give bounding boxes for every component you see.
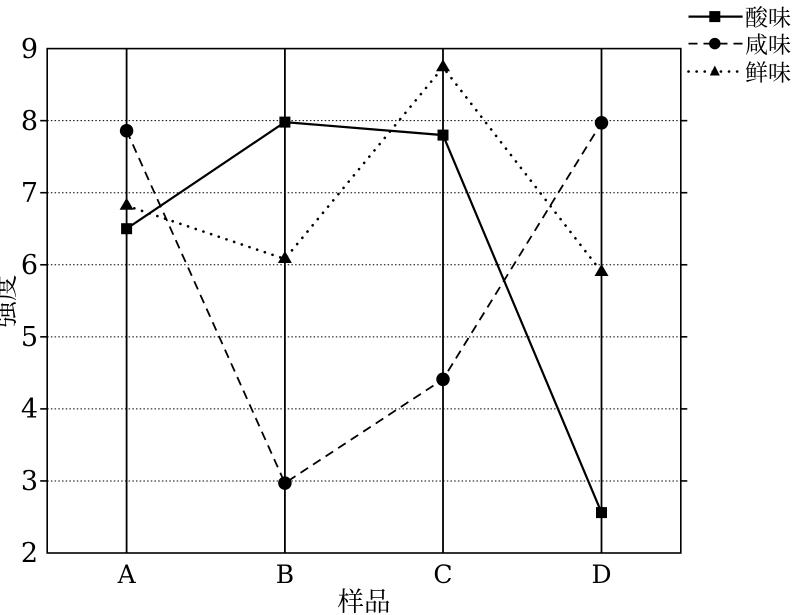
svg-text:9: 9 [21, 34, 38, 65]
svg-text:B: B [276, 560, 294, 589]
svg-text:6: 6 [21, 250, 38, 281]
svg-text:8: 8 [21, 106, 38, 137]
svg-text:D: D [591, 560, 611, 589]
svg-text:鲜味: 鲜味 [745, 55, 791, 88]
svg-text:A: A [117, 560, 137, 589]
svg-text:4: 4 [21, 394, 38, 425]
svg-text:样品: 样品 [338, 580, 391, 615]
svg-text:2: 2 [21, 538, 38, 569]
svg-text:5: 5 [21, 322, 38, 353]
svg-text:7: 7 [21, 178, 38, 209]
svg-text:强度: 强度 [0, 275, 22, 328]
svg-text:3: 3 [21, 466, 38, 497]
svg-text:C: C [433, 560, 452, 589]
